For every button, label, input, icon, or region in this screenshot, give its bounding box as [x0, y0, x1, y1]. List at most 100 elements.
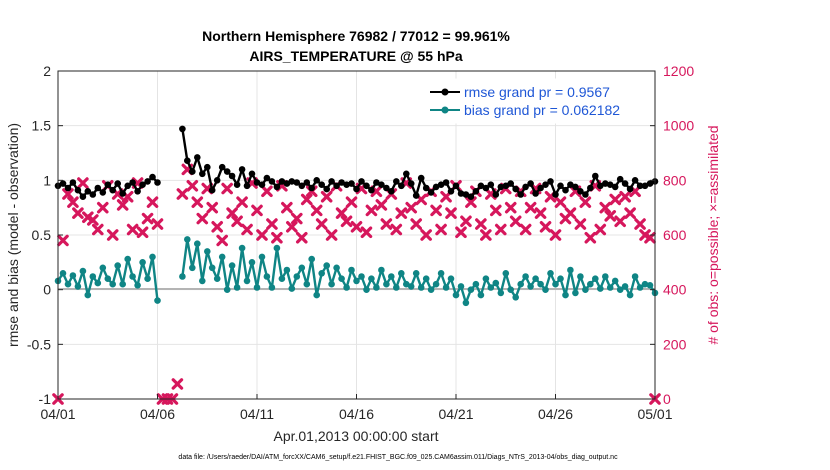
bias-point	[273, 244, 281, 252]
bias-point	[288, 285, 296, 292]
rmse-point	[532, 190, 539, 197]
rmse-point	[119, 190, 126, 197]
rmse-point	[179, 125, 186, 133]
obs-marker	[106, 229, 119, 241]
y-axis-right-label: # of obs: o=possible; ×=assimilated	[705, 125, 721, 344]
obs-marker	[176, 188, 189, 200]
rmse-point	[318, 181, 326, 188]
x-tick-label: 05/01	[637, 406, 672, 422]
bias-point	[477, 291, 485, 299]
rmse-point	[293, 179, 301, 186]
bias-point	[94, 279, 102, 287]
obs-marker	[380, 218, 393, 230]
bias-point	[587, 280, 594, 288]
bias-point	[552, 280, 559, 288]
obs-marker	[261, 185, 273, 198]
obs-marker	[62, 188, 74, 200]
bias-point	[582, 286, 589, 294]
rmse-point	[348, 180, 355, 187]
obs-marker	[624, 207, 636, 219]
rmse-point	[497, 183, 505, 191]
rmse-point	[313, 177, 321, 184]
obs-marker	[539, 221, 552, 233]
x-tick-label: 04/16	[339, 406, 374, 422]
obs-marker	[171, 378, 184, 390]
obs-marker	[509, 215, 522, 228]
obs-marker	[455, 226, 467, 239]
bias-point	[328, 280, 335, 288]
bias-point	[258, 253, 266, 261]
y-right-tick-label: 400	[663, 282, 687, 298]
obs-marker	[315, 218, 328, 230]
obs-marker	[87, 214, 99, 226]
obs-marker	[634, 218, 646, 230]
bias-point	[179, 273, 186, 280]
y-right-tick-label: 0	[663, 391, 671, 407]
rmse-point	[462, 191, 470, 198]
bias-point	[577, 273, 584, 280]
bias-point	[124, 255, 131, 263]
rmse-point	[373, 179, 380, 186]
y-tick-label: -1	[39, 391, 52, 407]
bias-point	[189, 264, 196, 272]
bias-point	[631, 273, 639, 280]
obs-marker	[67, 196, 79, 208]
obs-marker	[295, 231, 308, 244]
bias-point	[467, 286, 475, 294]
bias-point	[353, 277, 360, 285]
bias-point	[243, 277, 251, 285]
bias-point	[154, 297, 161, 304]
obs-marker	[534, 207, 547, 219]
bias-point	[407, 283, 415, 290]
rmse-point	[477, 182, 485, 190]
obs-marker	[57, 234, 69, 247]
obs-marker	[405, 201, 418, 214]
bias-point	[378, 266, 385, 274]
bias-point	[308, 255, 316, 263]
x-tick-label: 04/11	[240, 406, 274, 422]
bias-point	[417, 284, 425, 291]
obs-marker	[236, 196, 248, 208]
rmse-point	[472, 188, 480, 195]
obs-marker	[350, 221, 363, 233]
y-tick-label: 0.5	[32, 227, 52, 243]
obs-marker	[519, 223, 532, 236]
bias-point	[626, 291, 634, 299]
bias-point	[268, 284, 276, 291]
rmse-point	[208, 186, 216, 194]
bias-point	[114, 262, 121, 269]
rmse-point	[427, 189, 435, 196]
obs-marker	[420, 229, 432, 241]
bias-point	[621, 283, 629, 290]
bias-point	[442, 284, 450, 291]
y-right-tick-label: 200	[663, 336, 687, 352]
rmse-point	[616, 175, 624, 183]
y-right-tick-label: 1000	[663, 118, 694, 134]
bias-point	[606, 284, 614, 291]
rmse-point	[507, 180, 514, 187]
bias-point	[298, 264, 306, 272]
obs-marker	[584, 231, 597, 244]
rmse-point	[218, 163, 226, 171]
bias-point	[64, 280, 72, 288]
bias-point	[572, 289, 579, 297]
bias-point	[452, 291, 460, 299]
obs-marker	[619, 190, 631, 203]
rmse-point	[487, 181, 495, 188]
rmse-point	[104, 181, 112, 188]
bias-point	[89, 273, 97, 280]
bias-point	[333, 264, 340, 272]
rmse-point	[114, 180, 121, 187]
rmse-point	[69, 179, 77, 186]
rmse-point	[268, 178, 276, 185]
rmse-point	[442, 179, 450, 186]
bias-point	[547, 270, 554, 277]
rmse-point	[134, 188, 141, 195]
rmse-point	[149, 173, 156, 181]
obs-marker	[395, 207, 408, 219]
rmse-point	[597, 182, 604, 190]
obs-marker	[325, 229, 338, 241]
bias-point	[104, 275, 112, 283]
rmse-point	[213, 177, 221, 184]
bias-point	[497, 289, 505, 297]
